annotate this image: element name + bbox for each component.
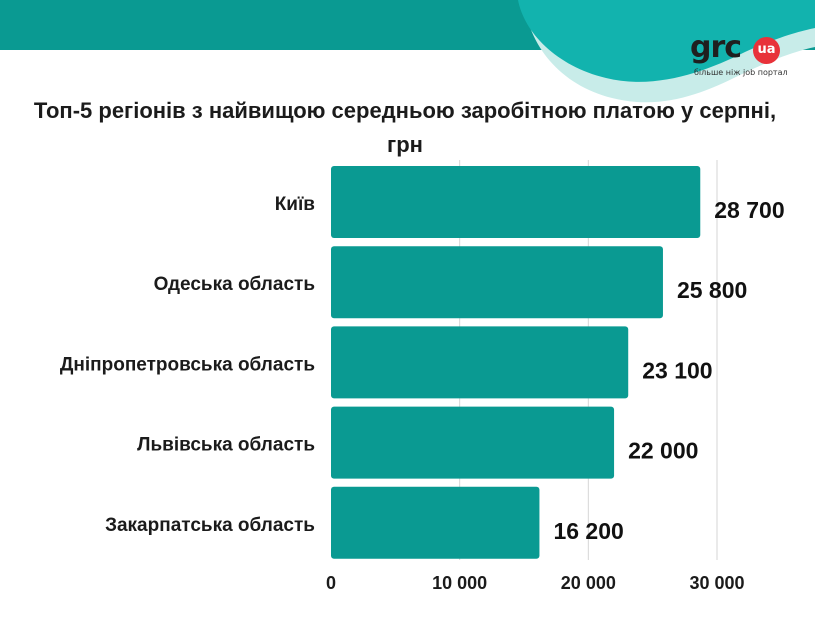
chart-title: Топ-5 регіонів з найвищою середньою заро… xyxy=(33,98,777,157)
x-tick-label: 30 000 xyxy=(689,573,744,593)
bar xyxy=(331,486,540,559)
category-label: Закарпатська область xyxy=(105,515,315,536)
bar xyxy=(331,406,615,479)
logo-tagline: більше ніж job портал xyxy=(694,68,788,77)
value-label: 28 700 xyxy=(714,197,784,223)
x-tick-label: 20 000 xyxy=(561,573,616,593)
category-label: Одеська область xyxy=(154,274,315,295)
x-tick-label: 10 000 xyxy=(432,573,487,593)
grc-logo: grc ua більше ніж job портал xyxy=(690,30,790,82)
x-tick-label: 0 xyxy=(326,573,336,593)
bar xyxy=(331,326,629,399)
value-label: 23 100 xyxy=(642,357,712,383)
bar-layer xyxy=(331,166,701,559)
bar xyxy=(331,246,663,319)
logo-badge: ua xyxy=(753,37,780,64)
decorative-wave xyxy=(518,0,815,103)
category-label: Львівська область xyxy=(137,435,315,456)
bar xyxy=(331,166,701,238)
category-label: Дніпропетровська область xyxy=(60,354,315,375)
category-label: Київ xyxy=(275,194,315,215)
tick-layer: 0 10 000 20 000 30 000 xyxy=(326,573,745,593)
wave-teal xyxy=(518,0,815,82)
value-label: 22 000 xyxy=(628,438,698,464)
value-label: 16 200 xyxy=(553,518,623,544)
value-label: 25 800 xyxy=(677,277,747,303)
logo-wordmark: grc xyxy=(690,30,742,65)
label-layer: Київ 28 700 Одеська область 25 800 Дніпропет… xyxy=(60,194,785,544)
